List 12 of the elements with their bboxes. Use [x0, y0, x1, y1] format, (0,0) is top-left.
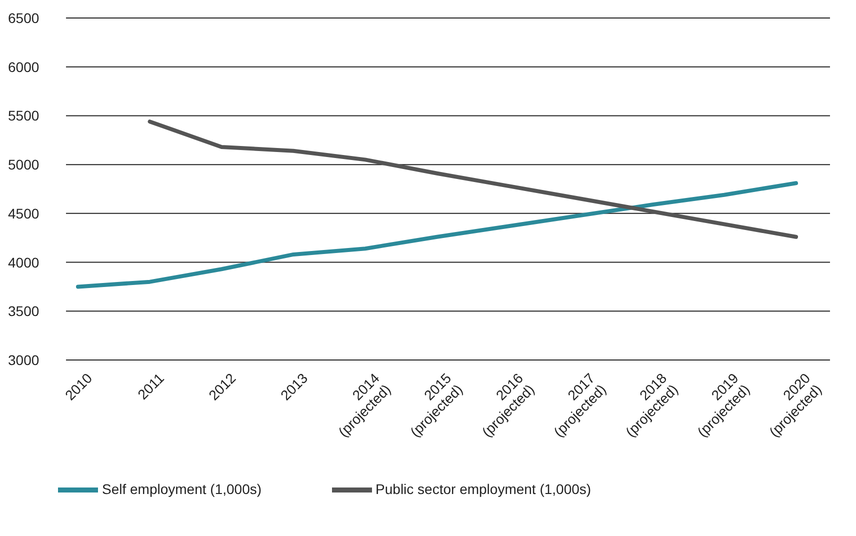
y-tick-label: 4500: [8, 205, 40, 222]
y-tick-label: 4000: [8, 254, 40, 270]
y-tick-label: 5500: [8, 108, 40, 124]
y-tick-label: 3000: [8, 352, 40, 368]
y-tick-label: 6500: [8, 10, 40, 26]
y-tick-label: 3500: [8, 303, 40, 320]
line-series: [76, 181, 798, 289]
line-series: [148, 120, 798, 239]
y-tick-label: 6000: [8, 58, 40, 75]
y-tick-label: 5000: [8, 156, 40, 173]
legend-label: Self employment (1,000s): [102, 480, 262, 497]
legend-label: Public sector employment (1,000s): [376, 480, 592, 497]
